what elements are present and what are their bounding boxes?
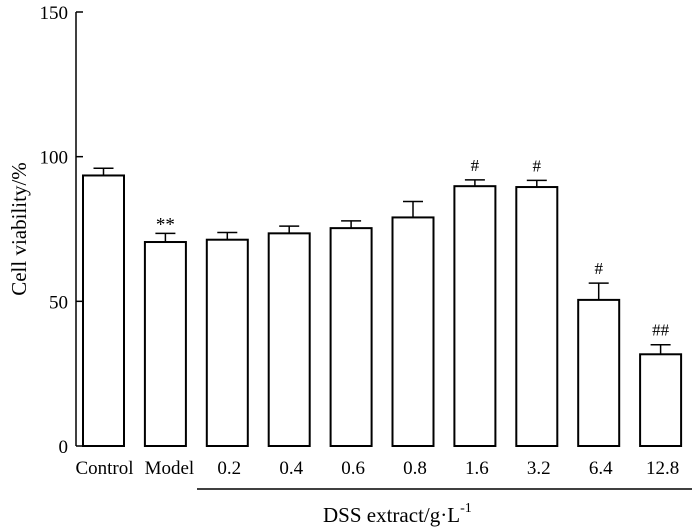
category-label: 0.2 bbox=[217, 458, 241, 479]
bar bbox=[391, 216, 435, 447]
category-label: 1.6 bbox=[465, 458, 489, 479]
category-label: Control bbox=[75, 458, 133, 479]
y-tick-label: 50 bbox=[49, 292, 68, 313]
x-axis-label: DSS extract/g·L-1 bbox=[323, 501, 472, 527]
bars: **# #### bbox=[82, 156, 683, 448]
bar bbox=[329, 227, 373, 447]
significance-marker: # bbox=[471, 156, 480, 175]
category-label: 12.8 bbox=[646, 458, 679, 479]
category-label: Model bbox=[145, 458, 195, 479]
y-tick-label: 100 bbox=[40, 148, 69, 169]
bar bbox=[639, 353, 683, 448]
category-label: 0.4 bbox=[279, 458, 303, 479]
significance-marker: ## bbox=[652, 321, 670, 340]
y-tick-label: 150 bbox=[40, 3, 69, 24]
bar bbox=[267, 232, 311, 447]
bar bbox=[205, 238, 249, 447]
bar bbox=[577, 298, 621, 447]
category-label: 0.8 bbox=[403, 458, 427, 479]
bar bbox=[453, 185, 497, 447]
bar bbox=[143, 241, 187, 447]
y-axis-ticks: 0 50 100 150 bbox=[40, 3, 83, 458]
y-axis-label: Cell viability/% bbox=[7, 162, 31, 296]
x-axis-label-main: DSS extract/g·L bbox=[323, 503, 460, 527]
y-tick-label: 0 bbox=[59, 437, 69, 458]
category-label: 6.4 bbox=[589, 458, 613, 479]
bar bbox=[82, 174, 125, 447]
x-axis-label-superscript: -1 bbox=[460, 501, 472, 516]
significance-marker: # bbox=[533, 156, 542, 175]
category-labels: Control Model 0.2 0.4 0.6 0.8 1.6 3.2 6.4 12.8 bbox=[75, 458, 679, 479]
significance-marker: ** bbox=[156, 214, 175, 235]
category-label: 0.6 bbox=[341, 458, 365, 479]
bar bbox=[515, 186, 559, 447]
significance-marker: # bbox=[594, 259, 603, 278]
category-label: 3.2 bbox=[527, 458, 551, 479]
